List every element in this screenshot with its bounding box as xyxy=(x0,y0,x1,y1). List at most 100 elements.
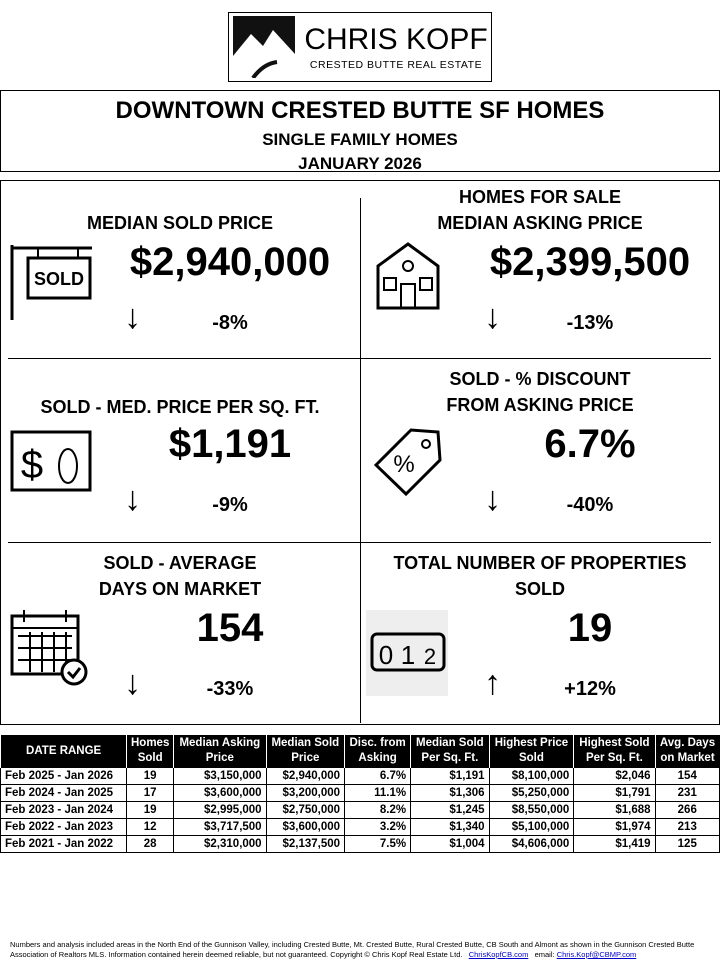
column-header: Median Sold Price xyxy=(265,735,345,768)
table-cell: $2,137,500 xyxy=(265,835,346,853)
metric-change: +12% xyxy=(564,678,616,700)
column-header: Median Sold Per Sq. Ft. xyxy=(410,735,490,768)
table-cell: $2,995,000 xyxy=(173,801,267,819)
sold-sign-icon: SOLD xyxy=(8,240,93,330)
table-cell: $3,200,000 xyxy=(265,784,346,802)
table-cell: 3.2% xyxy=(344,818,412,836)
table-cell: Feb 2022 - Jan 2023 xyxy=(0,818,128,836)
arrow-down-icon: ↓ xyxy=(124,480,141,518)
metric-value: 154 xyxy=(196,606,264,650)
logo-tagline: CRESTED BUTTE REAL ESTATE xyxy=(309,59,483,71)
table-row: Feb 2021 - Jan 2022 28 $2,310,000 $2,137,50… xyxy=(0,835,720,853)
metric-value: $2,940,000 xyxy=(129,240,331,284)
table-row: Feb 2022 - Jan 2023 12 $3,717,500 $3,600,00… xyxy=(0,818,720,836)
history-table: DATE RANGE Homes Sold Median Asking Price Med… xyxy=(0,735,720,853)
table-cell: $3,600,000 xyxy=(173,784,267,802)
email-link[interactable]: Chris.Kopf@CBMP.com xyxy=(556,950,637,959)
table-cell: $1,791 xyxy=(573,784,656,802)
dollar-footprint-icon: $ xyxy=(10,430,92,497)
metric-value: $1,191 xyxy=(168,422,292,466)
calendar-icon xyxy=(8,606,90,693)
divider xyxy=(8,358,711,359)
website-link[interactable]: ChrisKopfCB.com xyxy=(468,950,529,959)
svg-text:SOLD: SOLD xyxy=(34,269,84,289)
svg-text:2: 2 xyxy=(424,644,436,669)
house-icon xyxy=(368,236,448,321)
column-header: Homes Sold xyxy=(126,735,174,768)
table-cell: 266 xyxy=(654,801,720,819)
column-header: Median Asking Price xyxy=(173,735,267,768)
table-cell: 19 xyxy=(126,767,175,785)
table-cell: Feb 2023 - Jan 2024 xyxy=(0,801,128,819)
table-cell: $1,004 xyxy=(410,835,490,853)
svg-text:1: 1 xyxy=(401,640,415,670)
table-cell: 7.5% xyxy=(344,835,412,853)
table-cell: $1,245 xyxy=(410,801,490,819)
table-cell: Feb 2024 - Jan 2025 xyxy=(0,784,128,802)
table-cell: 154 xyxy=(654,767,720,785)
table-cell: $2,940,000 xyxy=(265,767,346,785)
table-cell: 11.1% xyxy=(344,784,412,802)
table-cell: $4,606,000 xyxy=(488,835,575,853)
table-cell: $1,688 xyxy=(573,801,656,819)
metric-change: -13% xyxy=(566,312,614,334)
column-header: Avg. Days on Market xyxy=(654,735,720,768)
logo: CHRIS KOPF CRESTED BUTTE REAL ESTATE xyxy=(228,12,492,82)
table-cell: Feb 2025 - Jan 2026 xyxy=(0,767,128,785)
disclaimer-text: Numbers and analysis included areas in t… xyxy=(10,940,695,959)
metric-label: SOLD - MED. PRICE PER SQ. FT. xyxy=(40,397,320,417)
table-cell: 8.2% xyxy=(344,801,412,819)
table-cell: 12 xyxy=(126,818,175,836)
table-cell: $1,419 xyxy=(573,835,656,853)
table-cell: $5,250,000 xyxy=(488,784,575,802)
table-cell: $8,550,000 xyxy=(488,801,575,819)
metric-change: -33% xyxy=(206,678,254,700)
metric-label: SOLD - % DISCOUNT xyxy=(449,369,631,389)
table-cell: 125 xyxy=(654,835,720,853)
page-subtitle: SINGLE FAMILY HOMES xyxy=(262,130,458,149)
table-cell: $2,750,000 xyxy=(265,801,346,819)
divider xyxy=(8,542,711,543)
table-cell: 17 xyxy=(126,784,175,802)
column-header: Highest Price Sold xyxy=(488,735,574,768)
metric-change: -8% xyxy=(212,312,248,334)
table-cell: $1,340 xyxy=(410,818,490,836)
table-cell: $3,600,000 xyxy=(265,818,346,836)
metric-label: FROM ASKING PRICE xyxy=(446,395,634,415)
table-cell: $1,974 xyxy=(573,818,656,836)
column-header: Disc. from Asking xyxy=(344,735,411,768)
metric-value: $2,399,500 xyxy=(489,240,691,284)
table-row: Feb 2025 - Jan 2026 19 $3,150,000 $2,940,00… xyxy=(0,767,720,785)
metric-change: -9% xyxy=(212,494,248,516)
metric-label: HOMES FOR SALE xyxy=(458,187,621,207)
table-cell: 28 xyxy=(126,835,175,853)
arrow-down-icon: ↓ xyxy=(124,664,141,702)
svg-text:$: $ xyxy=(21,443,43,487)
arrow-down-icon: ↓ xyxy=(124,298,141,336)
arrow-up-icon: ↑ xyxy=(484,664,501,702)
mountain-logo-icon xyxy=(233,16,295,78)
arrow-down-icon: ↓ xyxy=(484,480,501,518)
logo-name: CHRIS KOPF xyxy=(304,23,488,56)
arrow-down-icon: ↓ xyxy=(484,298,501,336)
table-cell: 19 xyxy=(126,801,175,819)
title-box: DOWNTOWN CRESTED BUTTE SF HOMES SINGLE F… xyxy=(0,90,720,173)
report-period: JANUARY 2026 xyxy=(298,154,422,173)
table-cell: $8,100,000 xyxy=(488,767,575,785)
email-label: email: xyxy=(534,950,555,959)
table-cell: Feb 2021 - Jan 2022 xyxy=(0,835,128,853)
table-cell: 6.7% xyxy=(344,767,412,785)
svg-text:0: 0 xyxy=(379,640,393,670)
table-row: Feb 2024 - Jan 2025 17 $3,600,000 $3,200,00… xyxy=(0,784,720,802)
table-cell: $3,150,000 xyxy=(173,767,267,785)
table-row: Feb 2023 - Jan 2024 19 $2,995,000 $2,750,00… xyxy=(0,801,720,819)
table-cell: $5,100,000 xyxy=(488,818,575,836)
table-cell: $2,046 xyxy=(573,767,656,785)
metric-label: SOLD xyxy=(514,579,565,599)
metric-value: 19 xyxy=(567,606,613,650)
table-cell: $3,717,500 xyxy=(173,818,267,836)
table-cell: $1,191 xyxy=(410,767,490,785)
metric-label: DAYS ON MARKET xyxy=(98,579,262,599)
footer-disclaimer: Numbers and analysis included areas in t… xyxy=(10,940,715,960)
